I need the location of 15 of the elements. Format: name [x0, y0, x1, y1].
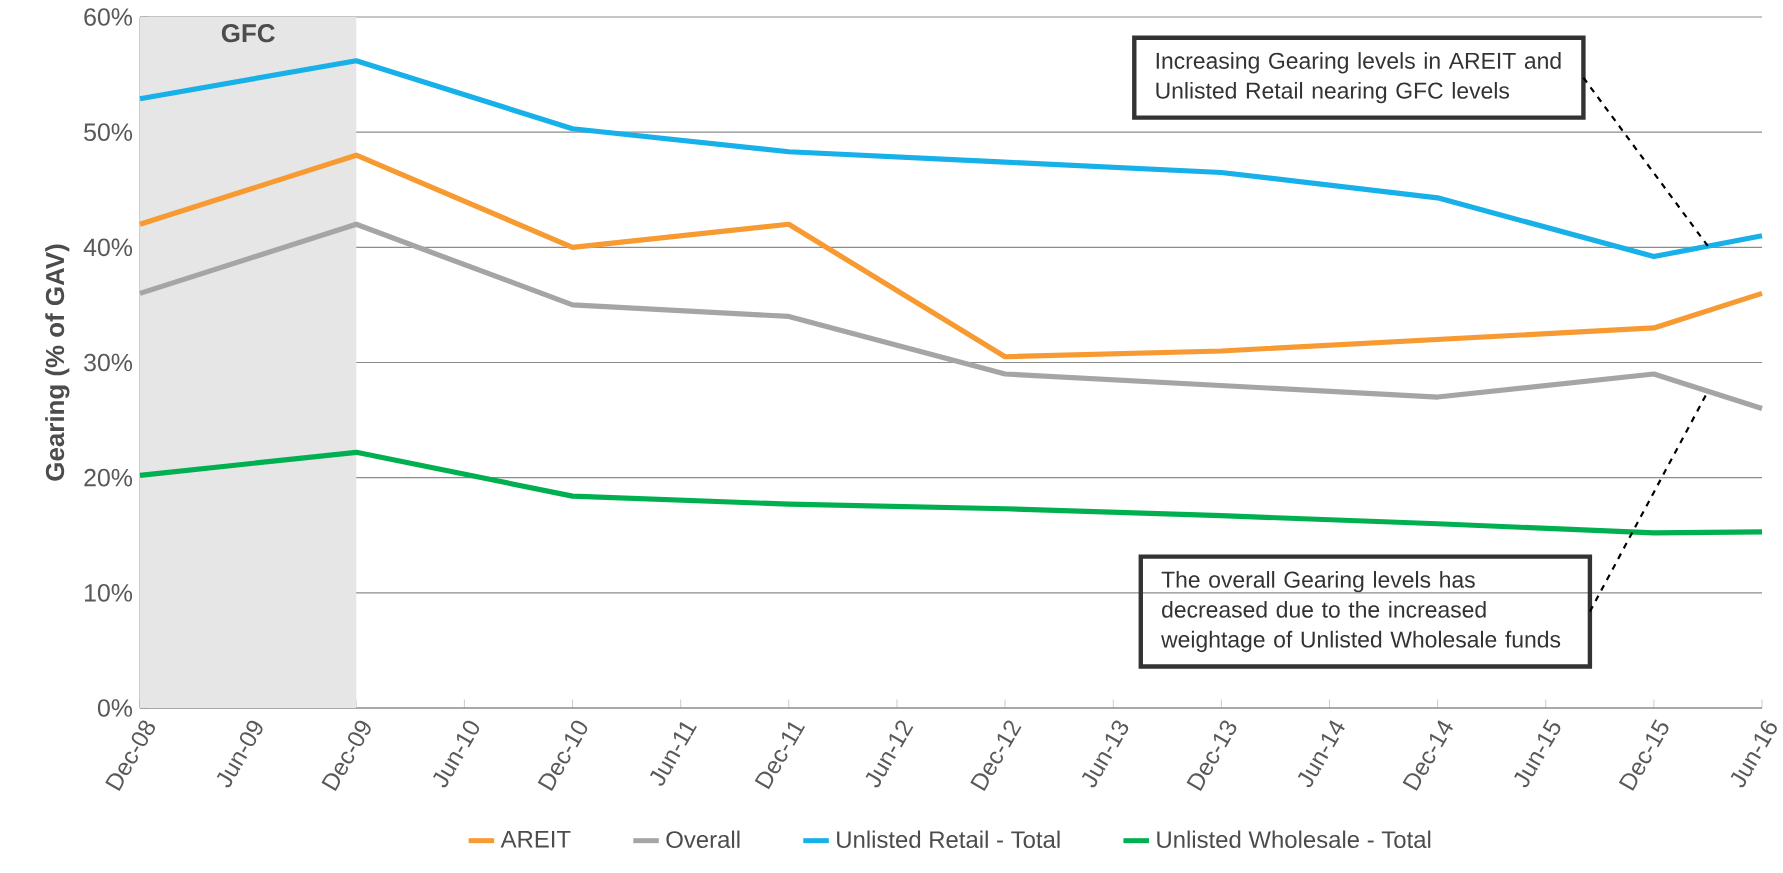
- legend-label: AREIT: [500, 830, 571, 848]
- y-tick-label: 40%: [83, 238, 133, 257]
- y-tick-label: 10%: [85, 584, 133, 602]
- annotation: The overall Gearing levels has decreased due to the increased weightage of Unlisted Wholesale funds: [1161, 571, 1561, 653]
- legend-label: Overall: [666, 830, 740, 849]
- y-tick-label: 60%: [84, 8, 133, 26]
- legend-label: Unlisted Retail - Total: [837, 830, 1060, 849]
- band-label: GFC: [221, 24, 275, 43]
- legend-label: Unlisted Wholesale - Total: [1157, 830, 1431, 849]
- y-tick-label: 20%: [84, 468, 133, 487]
- annotation: Increasing Gearing levels in AREIT and Unlisted Retail nearing GFC levels: [1156, 52, 1561, 104]
- y-tick-label: 50%: [84, 123, 133, 141]
- y-tick-label: 0%: [97, 699, 133, 717]
- y-tick-label: 30%: [84, 353, 133, 372]
- y-axis-title: Gearing (% of GAV): [45, 244, 70, 481]
